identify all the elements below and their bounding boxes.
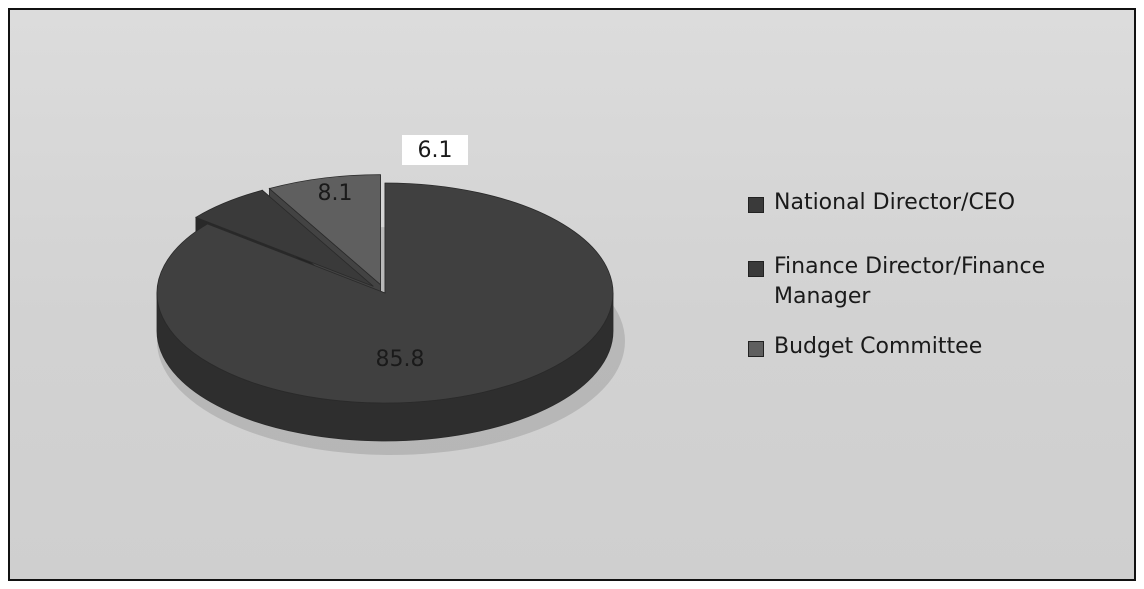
data-label-budget-committee: 8.1 (318, 181, 353, 206)
legend-label: National Director/CEO (774, 190, 1016, 215)
pie-slice-budget-committee (268, 174, 381, 286)
pie-slice-national-director (156, 182, 614, 404)
legend-swatch-national-director (748, 197, 764, 213)
pie-slices (156, 174, 625, 455)
data-label-finance-director: 6.1 (418, 138, 453, 163)
legend-label: Finance Director/Finance Manager (774, 254, 1046, 309)
pie-slice-finance-director (195, 189, 374, 287)
data-labels: 85.8 6.1 8.1 (318, 135, 468, 372)
data-label-background-finance (402, 135, 468, 165)
legend: National Director/CEO Finance Director/F… (748, 188, 1128, 396)
legend-item-national-director: National Director/CEO (748, 188, 1128, 218)
legend-item-budget-committee: Budget Committee (748, 332, 1128, 362)
legend-swatch-finance-director (748, 261, 764, 277)
chart-frame: 85.8 6.1 8.1 National Director/CEO Finan… (8, 8, 1136, 581)
legend-label: Budget Committee (774, 334, 983, 359)
pie-chart: 85.8 6.1 8.1 (156, 135, 625, 455)
data-label-national-director: 85.8 (376, 347, 425, 372)
legend-swatch-budget-committee (748, 341, 764, 357)
legend-item-finance-director: Finance Director/Finance Manager (748, 252, 1128, 312)
